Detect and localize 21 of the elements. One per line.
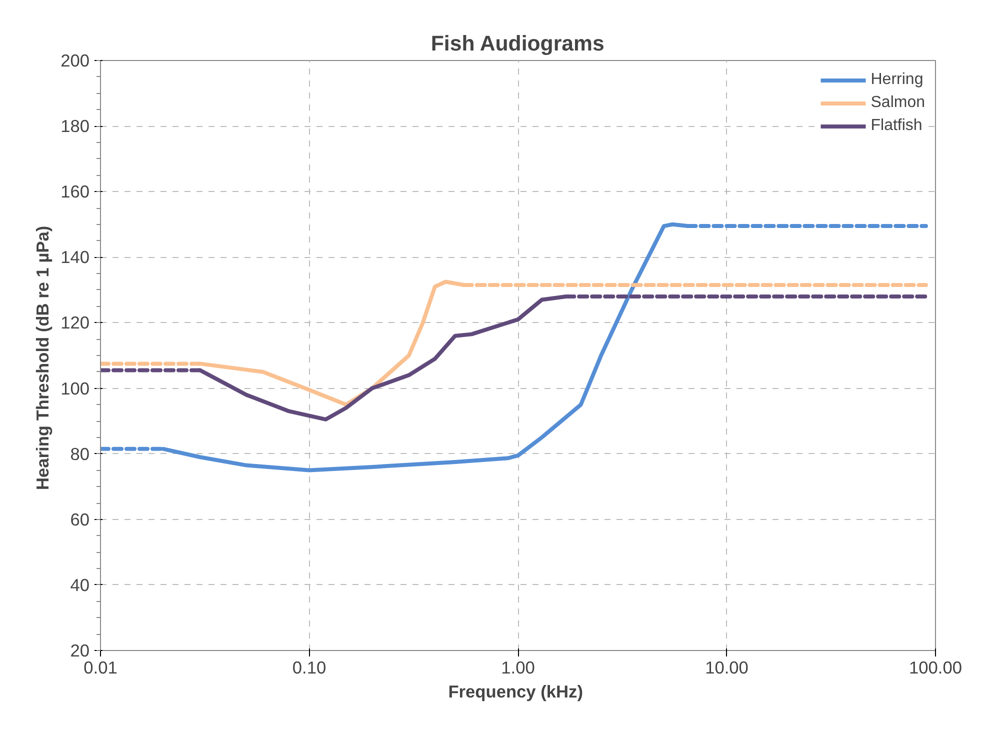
y-tick-label: 60 <box>70 509 90 530</box>
y-tick-label: 200 <box>60 50 90 70</box>
y-axis-title: Hearing Threshold (dB re 1 µPa) <box>32 226 53 490</box>
x-axis-title: Frequency (kHz) <box>448 682 584 702</box>
x-tick-label: 1.00 <box>501 658 535 678</box>
legend-label: Flatfish <box>870 117 922 135</box>
y-tick-label: 40 <box>70 574 90 595</box>
x-tick-label: 100.00 <box>909 658 962 678</box>
chart-title: Fish Audiograms <box>430 32 604 56</box>
legend-label: Herring <box>870 71 924 89</box>
x-tick-label: 0.01 <box>84 658 118 678</box>
y-tick-label: 100 <box>60 378 90 398</box>
x-tick-label: 10.00 <box>705 658 748 678</box>
y-tick-label: 160 <box>60 182 90 202</box>
y-tick-label: 180 <box>60 116 90 136</box>
y-tick-label: 140 <box>60 247 90 268</box>
x-tick-label: 0.10 <box>292 658 326 678</box>
y-tick-label: 120 <box>60 312 90 333</box>
y-tick-label: 80 <box>70 444 90 464</box>
legend-label: Salmon <box>870 94 925 112</box>
y-tick-label: 20 <box>70 640 90 660</box>
